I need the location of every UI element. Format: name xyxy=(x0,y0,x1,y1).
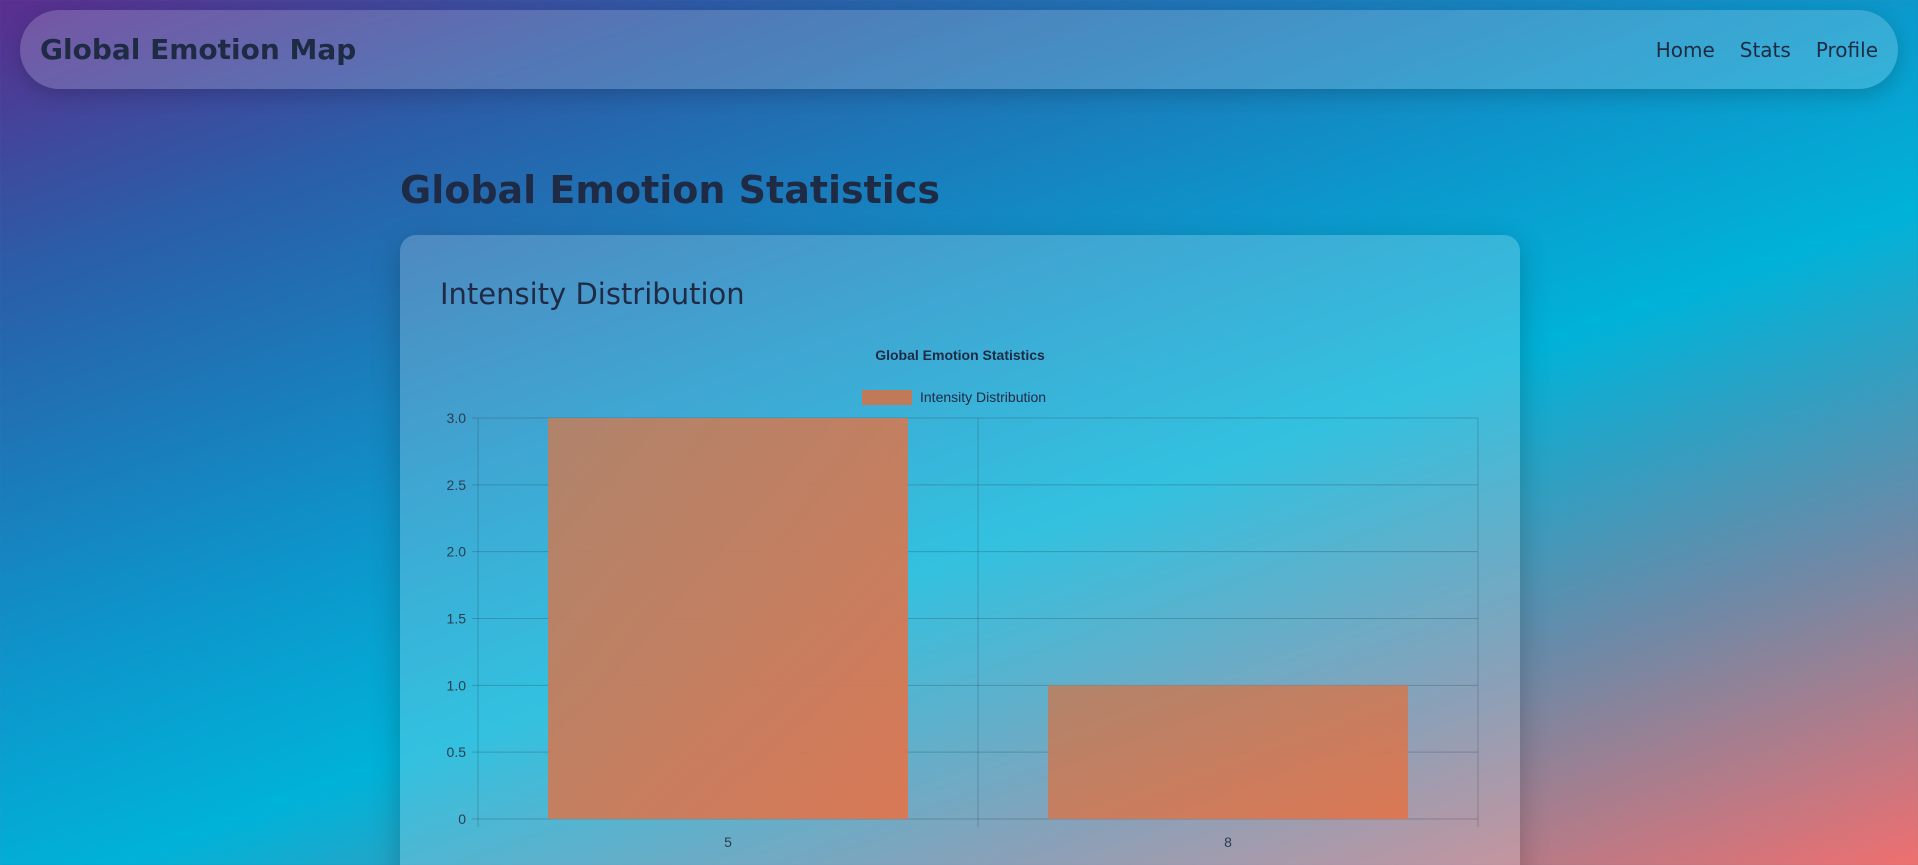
chart-card: Intensity Distribution Global Emotion St… xyxy=(400,235,1520,865)
y-tick-label: 2.0 xyxy=(447,544,467,560)
legend-label[interactable]: Intensity Distribution xyxy=(920,389,1046,405)
y-tick-label: 2.5 xyxy=(447,477,467,493)
top-navbar: Global Emotion Map Home Stats Profile xyxy=(20,10,1898,89)
x-tick-label: 8 xyxy=(1224,834,1232,850)
chart-bars xyxy=(548,418,1408,819)
y-tick-label: 0 xyxy=(458,811,466,827)
nav-link-profile[interactable]: Profile xyxy=(1815,37,1878,62)
bar-5[interactable] xyxy=(548,418,908,819)
bar-8[interactable] xyxy=(1048,685,1408,819)
nav-links: Home Stats Profile xyxy=(1656,10,1878,89)
page-title: Global Emotion Statistics xyxy=(400,168,940,212)
bar-chart: Global Emotion Statistics Intensity Dist… xyxy=(447,347,1479,850)
y-tick-label: 1.0 xyxy=(447,677,467,693)
nav-link-stats[interactable]: Stats xyxy=(1739,37,1791,62)
x-tick-label: 5 xyxy=(724,834,732,850)
y-axis-ticks: 0 0.5 1.0 1.5 2.0 2.5 3.0 xyxy=(447,410,467,827)
card-title: Intensity Distribution xyxy=(440,277,745,311)
chart-title: Global Emotion Statistics xyxy=(875,347,1045,363)
app-brand-title[interactable]: Global Emotion Map xyxy=(40,33,357,66)
nav-link-home[interactable]: Home xyxy=(1655,37,1715,62)
legend-swatch xyxy=(862,390,912,405)
y-tick-label: 0.5 xyxy=(447,744,467,760)
y-tick-label: 3.0 xyxy=(447,410,467,426)
y-tick-label: 1.5 xyxy=(447,611,467,627)
